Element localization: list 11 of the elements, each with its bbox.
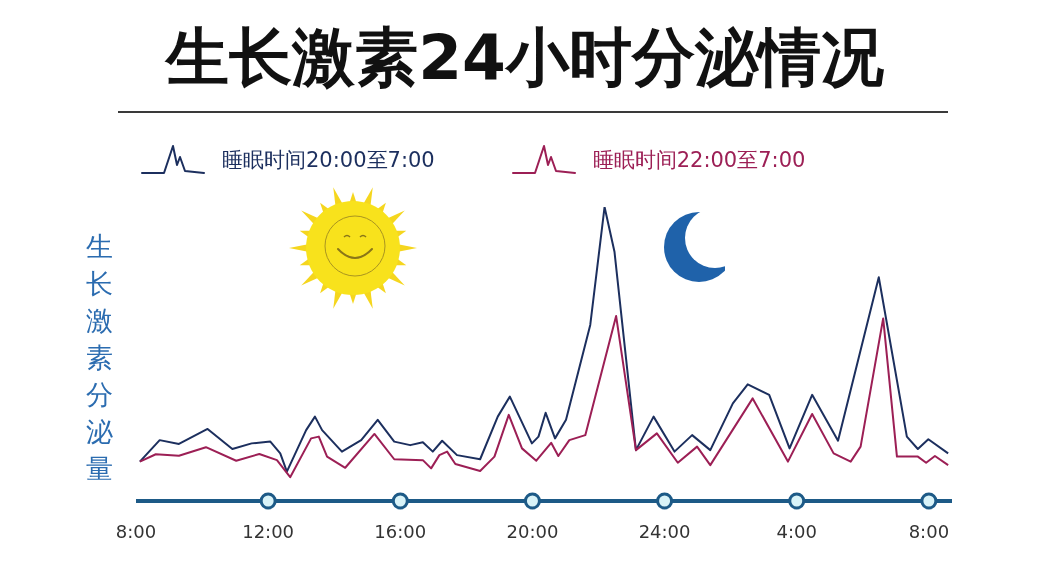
y-axis-title: 生长激素分泌量 — [85, 230, 113, 486]
x-tick-label: 4:00 — [776, 521, 817, 542]
x-tick-label: 24:00 — [638, 521, 691, 542]
chart-title: 生长激素24小时分泌情况 — [166, 20, 884, 96]
x-tick-label: 16:00 — [374, 521, 427, 542]
x-tick-label: 12:00 — [242, 521, 295, 542]
x-tick-label: 8:00 — [115, 521, 157, 542]
x-tick-label: 8:00 — [908, 521, 950, 542]
x-tick-label: 20:00 — [506, 521, 559, 542]
legend-label: 睡眠时间22:00至7:00 — [592, 147, 806, 174]
legend-label: 睡眠时间20:00至7:00 — [222, 147, 435, 174]
